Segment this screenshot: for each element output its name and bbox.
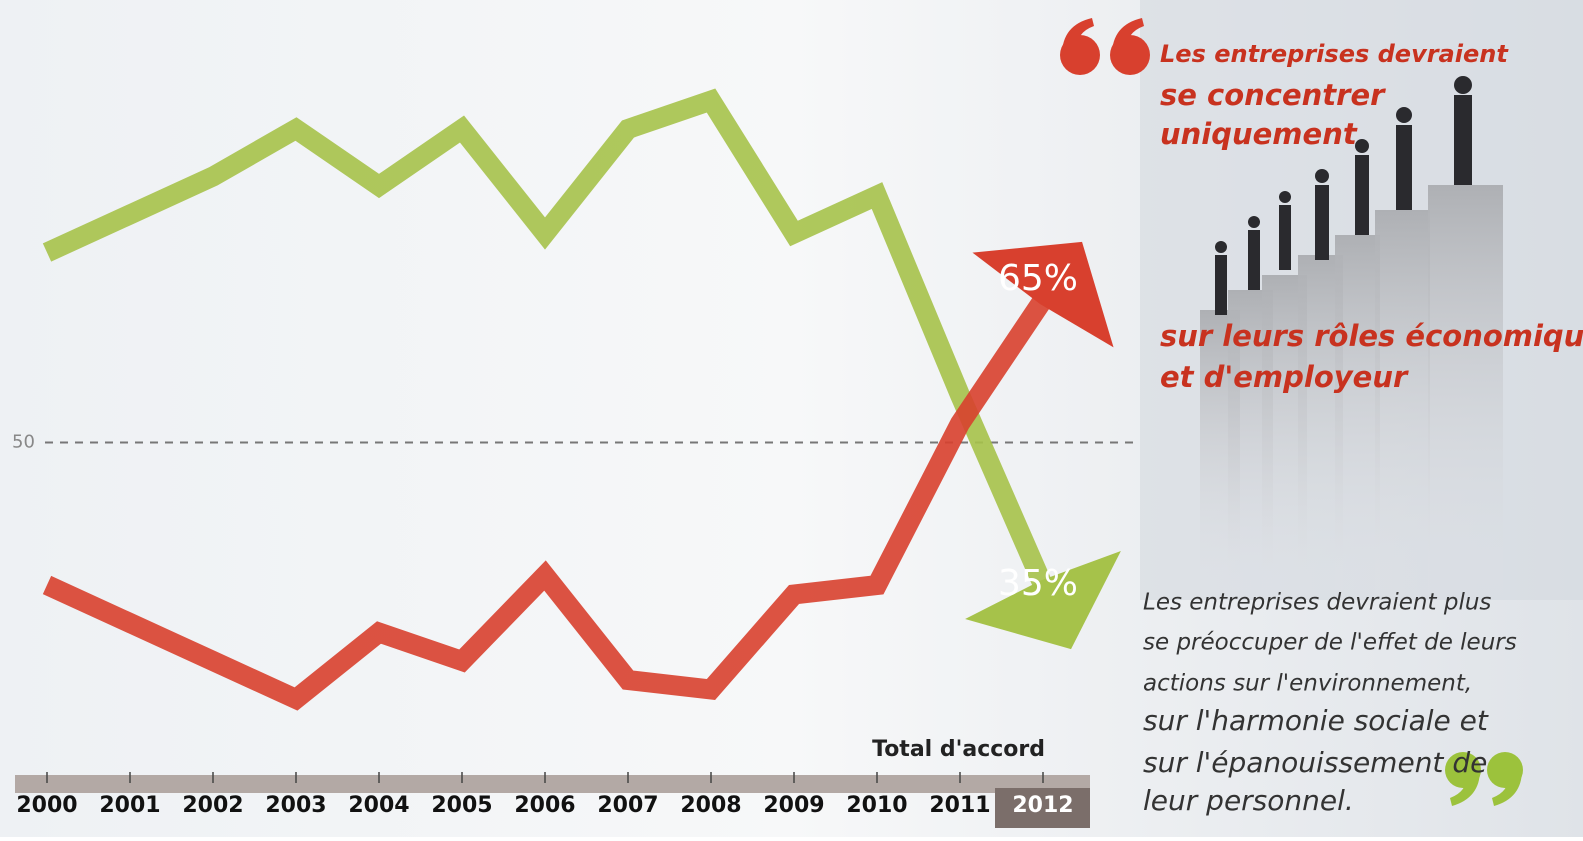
paragraph-line: sur l'épanouissement de — [1143, 746, 1487, 779]
quote-line: Les entreprises devraient — [1160, 40, 1509, 68]
arrow-head — [972, 241, 1114, 348]
paragraph-line: se préoccuper de l'effet de leurs — [1143, 630, 1517, 656]
x-tick-label: 2003 — [265, 793, 326, 818]
series-line — [42, 294, 1052, 711]
x-tick-label: 2006 — [514, 793, 575, 818]
x-tick-label: 2009 — [763, 793, 824, 818]
close-quote-mark — [1445, 752, 1523, 806]
highlight-year-box — [995, 788, 1090, 828]
quote-line: uniquement — [1160, 117, 1358, 151]
x-tick-label: 2002 — [182, 793, 243, 818]
x-tick-label: 2008 — [680, 793, 741, 818]
x-tick-label: 2011 — [929, 793, 990, 818]
paragraph-line: sur l'harmonie sociale et — [1143, 704, 1489, 737]
y-tick-label: 50 — [12, 432, 35, 453]
bar-columns — [1200, 185, 1503, 610]
x-tick-label: 2001 — [99, 793, 160, 818]
axis-band — [15, 775, 1090, 793]
series-line — [42, 88, 1053, 590]
data-label: 65% — [998, 258, 1078, 299]
x-tick-label: 2004 — [348, 793, 409, 818]
x-tick-label: 2012 — [1012, 793, 1073, 818]
arrow-head — [965, 550, 1121, 650]
x-tick-label: 2010 — [846, 793, 907, 818]
x-tick-label: 2000 — [16, 793, 77, 818]
x-tick-label: 2007 — [597, 793, 658, 818]
x-tick-label: 2005 — [431, 793, 492, 818]
paragraph-line: leur personnel. — [1143, 784, 1354, 817]
quote-line: se concentrer — [1160, 78, 1386, 112]
data-label: 35% — [998, 563, 1078, 604]
annotation: Total d'accord — [872, 737, 1045, 762]
quote-line: et d'employeur — [1160, 360, 1409, 394]
quote-line: sur leurs rôles économique — [1160, 319, 1583, 353]
paragraph-line: Les entreprises devraient plus — [1143, 590, 1491, 616]
open-quote-mark — [1060, 18, 1150, 75]
paragraph-line: actions sur l'environnement, — [1143, 671, 1472, 697]
people-silhouettes — [1215, 76, 1472, 315]
